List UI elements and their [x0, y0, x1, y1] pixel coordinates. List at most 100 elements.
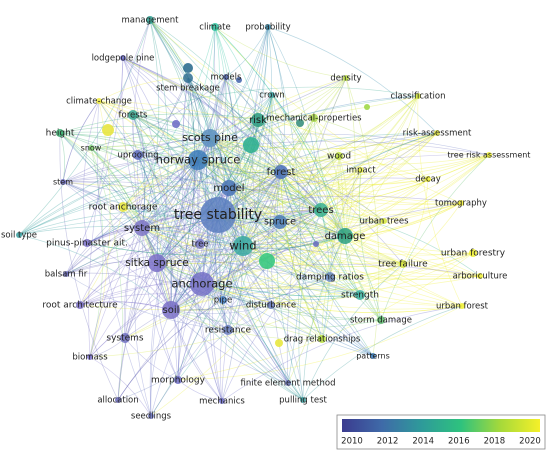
edge [209, 132, 438, 150]
node-label: strength [341, 291, 379, 301]
edge [214, 26, 234, 189]
node-label: crown [259, 91, 285, 101]
edge [197, 132, 438, 165]
edge [149, 19, 230, 189]
edge [280, 171, 385, 222]
edge [150, 132, 438, 417]
node-label: forests [119, 111, 148, 121]
edge [132, 114, 289, 384]
edge [201, 171, 282, 285]
edge [18, 137, 211, 236]
edge [156, 220, 385, 265]
edge [65, 273, 229, 331]
edge [214, 26, 347, 79]
node [265, 24, 271, 30]
node [63, 271, 69, 277]
edge [65, 57, 124, 275]
node [343, 75, 349, 81]
node [381, 218, 387, 224]
edge [65, 244, 244, 275]
edge [209, 137, 463, 307]
node-label: impact [346, 166, 376, 176]
edge [79, 206, 124, 306]
edge [242, 245, 361, 296]
edge [201, 77, 347, 285]
node [318, 335, 326, 343]
edge [170, 309, 223, 402]
edge [141, 227, 179, 381]
edge [141, 19, 160, 229]
node [274, 165, 288, 179]
edge [228, 132, 438, 189]
edge [86, 159, 199, 244]
edge [137, 133, 490, 156]
edge [228, 117, 315, 189]
edge [187, 77, 346, 237]
edge [228, 187, 361, 296]
edge [219, 245, 244, 402]
edge [141, 202, 462, 237]
edge [320, 209, 481, 277]
edge [270, 304, 304, 401]
edge [90, 147, 158, 264]
node [134, 220, 150, 236]
edge [117, 159, 199, 401]
edge [90, 77, 347, 149]
node-label: seedlings [131, 412, 172, 422]
edge [280, 171, 382, 321]
edge [257, 119, 322, 211]
node [172, 120, 180, 128]
node [162, 301, 180, 319]
edge [280, 171, 361, 296]
node [223, 325, 233, 335]
edge [122, 77, 347, 208]
edge [209, 137, 346, 237]
node-label: tree risk assessment [448, 151, 531, 160]
edge [221, 171, 282, 402]
node-label: wood [327, 152, 351, 162]
edge [150, 309, 172, 417]
edge [199, 230, 346, 245]
edge [228, 132, 438, 189]
edge [402, 178, 429, 265]
edge [201, 283, 304, 401]
edge [270, 220, 385, 306]
node-label: probability [245, 23, 290, 33]
edge [181, 77, 223, 402]
edge [124, 169, 362, 339]
edge [320, 202, 462, 216]
node-label: finite element method [241, 379, 336, 389]
edge [344, 202, 462, 237]
nodes [16, 16, 492, 419]
edge [59, 132, 230, 189]
edge [242, 233, 346, 247]
edge [228, 187, 404, 265]
edge [217, 132, 438, 216]
edge [18, 171, 282, 236]
node [221, 180, 237, 196]
edge [156, 262, 229, 331]
node [313, 241, 319, 247]
legend-tick-label: 2018 [484, 437, 506, 447]
node-label: forest [267, 167, 296, 178]
edge [271, 171, 289, 384]
edge [170, 309, 323, 340]
node-label: management [122, 16, 180, 26]
edge [242, 132, 438, 247]
edge [89, 209, 322, 358]
edge [79, 159, 199, 306]
node [233, 236, 253, 256]
edge [149, 19, 385, 222]
edge [149, 19, 199, 161]
edge [86, 235, 346, 256]
edge [122, 57, 203, 285]
edge [279, 132, 438, 223]
edge [121, 57, 158, 264]
edge [98, 100, 172, 311]
edge [122, 57, 282, 173]
edge [197, 159, 404, 265]
edge [62, 140, 490, 183]
edge [150, 137, 211, 417]
edge [170, 276, 331, 311]
edge [380, 154, 490, 321]
